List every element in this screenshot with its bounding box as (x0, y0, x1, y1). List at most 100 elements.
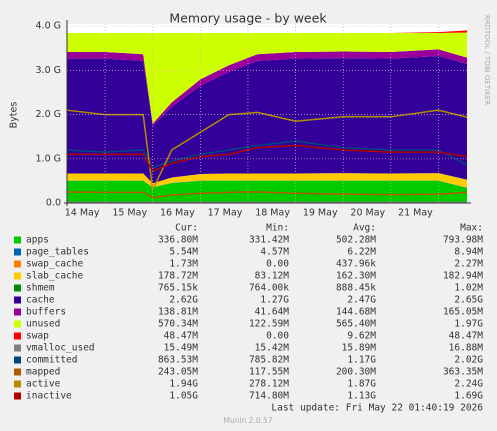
legend-swatch (14, 296, 21, 304)
legend-swatch (14, 368, 21, 376)
side-text: RRDTOOL / TOBI OETIKER (483, 15, 491, 105)
legend-swatch (14, 344, 21, 352)
x-tick-label: 14 May (65, 208, 100, 219)
legend-label: swap_cache (26, 259, 83, 270)
legend-stat: 1.17G (347, 355, 376, 366)
legend-stat: 122.59M (249, 319, 289, 330)
legend-stat: 162.30M (336, 271, 376, 282)
y-tick-label: 1.0 G (36, 153, 62, 164)
legend-stat: 331.42M (249, 235, 289, 246)
legend-label: mapped (26, 367, 60, 378)
legend-label: swap (26, 331, 49, 342)
legend-stat: 1.73M (169, 259, 198, 270)
x-tick-label: 21 May (398, 208, 433, 219)
legend-stat: 2.62G (169, 295, 198, 306)
line (66, 191, 468, 199)
legend-stat: 363.35M (443, 367, 483, 378)
legend-stat: 2.47G (347, 295, 376, 306)
line (67, 144, 468, 173)
legend-stat: 714.80M (249, 391, 289, 402)
legend-stat: 117.55M (249, 367, 289, 378)
legend-stat: 9.62M (347, 331, 376, 342)
legend-stat: 16.88M (449, 343, 484, 354)
legend-stat: 793.98M (443, 235, 483, 246)
legend-label: slab_cache (26, 271, 83, 282)
legend-stat: 15.89M (342, 343, 377, 354)
y-tick-label: 2.0 G (36, 109, 62, 120)
legend-stat: 1.05G (169, 391, 198, 402)
legend-swatch (14, 260, 21, 268)
y-tick-label: 0.0 (46, 198, 61, 209)
legend-swatch (14, 248, 21, 256)
area (67, 49, 467, 126)
legend-stat: 15.42M (255, 343, 290, 354)
last-update: Last update: Fri May 22 01:40:19 2026 (271, 403, 483, 414)
legend-stat: 502.28M (336, 235, 376, 246)
legend-stat: 764.00k (249, 283, 289, 294)
legend-stat: 2.02G (454, 355, 483, 366)
legend-stat: 1.69G (454, 391, 483, 402)
legend-stat: 83.12M (255, 271, 290, 282)
legend-stat: 1.27G (260, 295, 289, 306)
area (67, 30, 467, 33)
legend-swatch (14, 380, 21, 388)
chart-title: Memory usage - by week (169, 11, 327, 26)
legend-stat: 48.47M (164, 331, 199, 342)
legend-swatch (14, 392, 21, 400)
legend-header: Max: (460, 223, 483, 234)
legend-label: committed (26, 355, 77, 366)
legend-stat: 765.15k (158, 283, 198, 294)
legend-label: vmalloc_used (26, 343, 95, 354)
legend-stat: 0.00 (266, 259, 289, 270)
legend-stat: 178.72M (158, 271, 198, 282)
line (66, 140, 468, 169)
legend-swatch (14, 332, 21, 340)
legend-stat: 888.45k (336, 283, 376, 294)
y-axis-label: Bytes (9, 102, 20, 129)
legend-stat: 5.54M (169, 247, 198, 258)
legend-label: inactive (26, 391, 72, 402)
x-tick-label: 19 May (303, 208, 338, 219)
legend-stat: 1.87G (347, 379, 376, 390)
legend-swatch (14, 284, 21, 292)
legend-stat: 243.05M (158, 367, 198, 378)
legend-stat: 336.80M (158, 235, 198, 246)
legend-swatch (14, 272, 21, 280)
area (67, 32, 467, 124)
x-tick-label: 20 May (350, 208, 385, 219)
x-tick-label: 17 May (208, 208, 243, 219)
legend-stat: 565.40M (336, 319, 376, 330)
legend-header: Avg: (353, 223, 376, 234)
legend-stat: 2.65G (454, 295, 483, 306)
x-tick-label: 16 May (160, 208, 195, 219)
legend-stat: 41.64M (255, 307, 290, 318)
legend-header: Cur: (175, 223, 198, 234)
legend-stat: 2.24G (454, 379, 483, 390)
legend-label: active (26, 379, 61, 390)
legend-stat: 8.94M (454, 247, 483, 258)
legend-swatch (14, 308, 21, 316)
y-tick-label: 4.0 G (36, 21, 62, 32)
legend-stat: 15.49M (164, 343, 199, 354)
legend-label: buffers (26, 307, 66, 318)
legend-stat: 200.30M (336, 367, 376, 378)
area (67, 55, 467, 184)
legend-stat: 0.00 (266, 331, 289, 342)
legend-stat: 2.27M (454, 259, 483, 270)
area (67, 173, 467, 188)
legend-swatch (14, 236, 21, 244)
legend-stat: 182.94M (443, 271, 483, 282)
legend-stat: 138.81M (158, 307, 198, 318)
legend-header: Min: (266, 223, 289, 234)
legend-label: apps (26, 235, 49, 246)
footer: Munin 2.0.57 (223, 416, 272, 425)
legend-swatch (14, 356, 21, 364)
legend-swatch (14, 320, 21, 328)
legend-stat: 1.13G (347, 391, 376, 402)
legend-stat: 437.96k (336, 259, 376, 270)
legend-stat: 1.94G (169, 379, 198, 390)
legend-stat: 4.57M (260, 247, 289, 258)
legend-label: unused (26, 319, 60, 330)
series-layer (66, 30, 468, 204)
